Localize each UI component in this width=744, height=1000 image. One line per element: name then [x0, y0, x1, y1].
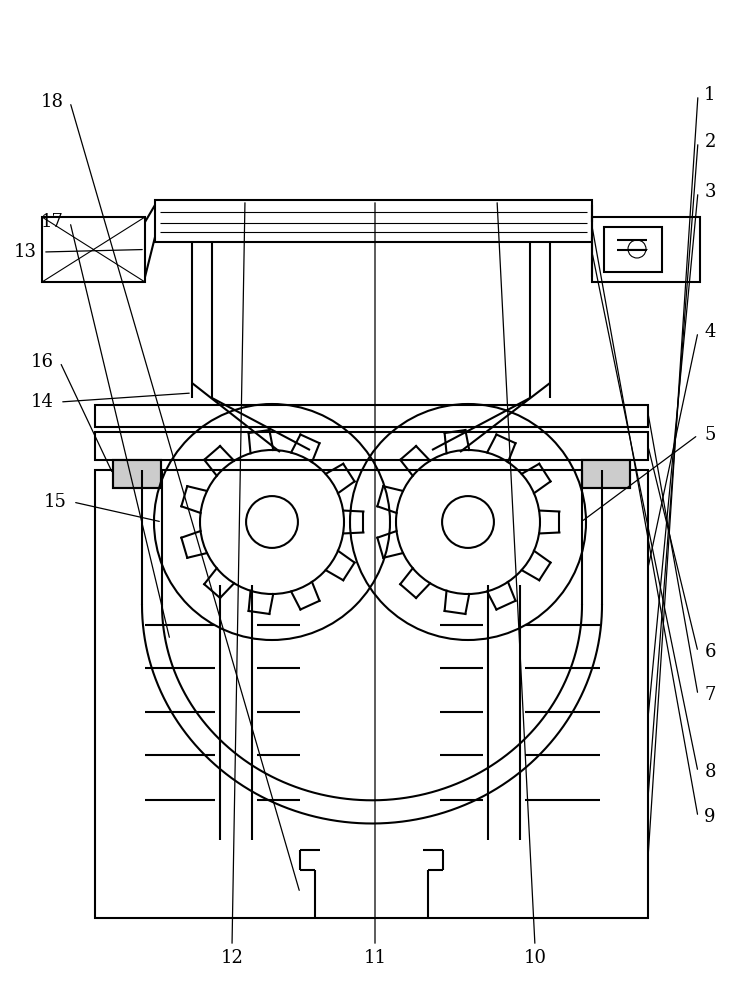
Bar	[592, 217, 700, 282]
Bar	[113, 460, 161, 488]
Bar	[95, 432, 648, 460]
Text: 10: 10	[524, 949, 547, 967]
Text: 11: 11	[364, 949, 386, 967]
Text: 9: 9	[705, 808, 716, 826]
Text: 4: 4	[705, 323, 716, 341]
Text: 13: 13	[13, 243, 36, 261]
Bar	[582, 460, 630, 488]
Text: 18: 18	[40, 93, 63, 111]
Text: 5: 5	[705, 426, 716, 444]
Bar	[42, 217, 145, 282]
Bar	[95, 405, 648, 427]
Bar	[155, 200, 592, 242]
Text: 17: 17	[41, 213, 63, 231]
Bar	[604, 227, 662, 272]
Text: 7: 7	[705, 686, 716, 704]
Text: 14: 14	[31, 393, 54, 411]
Bar	[582, 460, 630, 488]
Text: 12: 12	[220, 949, 243, 967]
Bar	[113, 460, 161, 488]
Text: 2: 2	[705, 133, 716, 151]
Text: 15: 15	[44, 493, 66, 511]
Text: 1: 1	[705, 86, 716, 104]
Bar	[95, 470, 648, 918]
Text: 6: 6	[705, 643, 716, 661]
Text: 8: 8	[705, 763, 716, 781]
Text: 3: 3	[705, 183, 716, 201]
Text: 16: 16	[31, 353, 54, 371]
